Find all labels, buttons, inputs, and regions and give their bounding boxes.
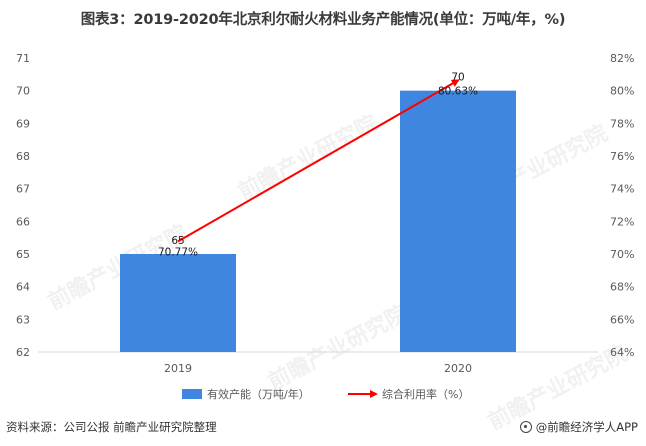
y-right-axis: 64% 66% 68% 70% 72% 74% 76% 78% 80% 82% — [610, 52, 634, 359]
y-right-tick-label: 66% — [610, 313, 634, 326]
y-right-tick-label: 82% — [610, 52, 634, 65]
y-right-tick-label: 80% — [610, 85, 634, 98]
y-left-tick-label: 63 — [16, 313, 30, 326]
source-note: 资料来源：公司公报 前瞻产业研究院整理 — [6, 420, 217, 434]
data-labels: 65 70 70.77% 80.63% — [158, 72, 478, 259]
bar-series — [120, 90, 516, 353]
y-right-tick-label: 74% — [610, 183, 634, 196]
footer: 资料来源：公司公报 前瞻产业研究院整理 @前瞻经济学人APP — [0, 419, 646, 446]
y-left-tick-label: 68 — [16, 150, 30, 163]
line-value-label: 70.77% — [158, 246, 198, 258]
x-tick-label: 2020 — [444, 362, 472, 375]
y-right-tick-label: 76% — [610, 150, 634, 163]
y-left-tick-label: 67 — [16, 183, 30, 196]
y-left-tick-label: 64 — [16, 281, 30, 294]
y-right-tick-label: 72% — [610, 215, 634, 228]
chart-title: 图表3：2019-2020年北京利尔耐火材料业务产能情况(单位：万吨/年，%) — [80, 12, 566, 28]
brand-label: @前瞻经济学人APP — [535, 420, 638, 434]
legend-bar-label: 有效产能（万吨/年） — [207, 387, 310, 401]
x-tick-label: 2019 — [164, 362, 192, 375]
y-right-tick-label: 78% — [610, 117, 634, 130]
line-series — [177, 79, 460, 243]
y-left-tick-label: 62 — [16, 346, 30, 359]
y-left-tick-label: 65 — [16, 248, 30, 261]
y-left-tick-label: 69 — [16, 117, 30, 130]
line-value-label: 80.63% — [438, 85, 478, 97]
y-left-axis: 62 63 64 65 66 67 68 69 70 71 — [16, 52, 30, 359]
legend-bar-swatch — [182, 389, 202, 399]
x-axis: 2019 2020 — [164, 362, 472, 375]
legend-line-label: 综合利用率（%） — [382, 387, 469, 401]
chart: 62 63 64 65 66 67 68 69 70 71 64% 66% 68% 70% 72% 74% 7… — [16, 52, 634, 401]
bar-value-label: 65 — [171, 235, 184, 247]
legend: 有效产能（万吨/年） 综合利用率（%） — [182, 387, 469, 401]
bar-2019 — [120, 254, 236, 352]
y-right-tick-label: 70% — [610, 248, 634, 261]
y-right-tick-label: 64% — [610, 346, 634, 359]
brand: @前瞻经济学人APP — [519, 419, 638, 435]
y-left-tick-label: 70 — [16, 85, 30, 98]
brand-logo-icon — [519, 421, 532, 433]
y-left-tick-label: 66 — [16, 215, 30, 228]
y-left-tick-label: 71 — [16, 52, 30, 65]
bar-2020 — [400, 90, 516, 353]
line-path — [177, 79, 460, 243]
bar-value-label: 70 — [451, 72, 464, 84]
y-right-tick-label: 68% — [610, 281, 634, 294]
